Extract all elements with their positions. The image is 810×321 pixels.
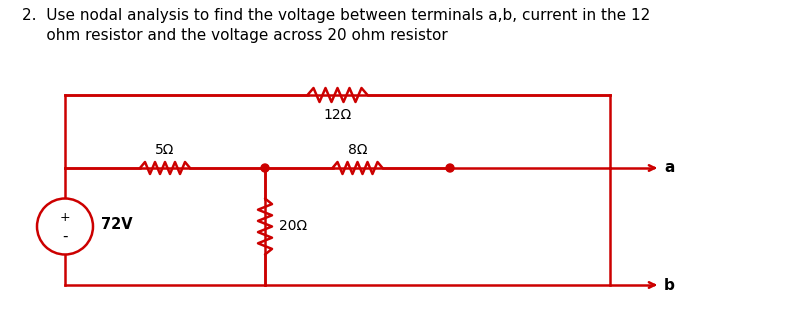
Circle shape [37,198,93,255]
Text: 5Ω: 5Ω [156,143,175,157]
Circle shape [446,164,454,172]
Text: 20Ω: 20Ω [279,220,307,233]
Circle shape [261,164,269,172]
Text: 12Ω: 12Ω [323,108,352,122]
Text: +: + [60,211,70,224]
Text: 2.  Use nodal analysis to find the voltage between terminals a,b, current in the: 2. Use nodal analysis to find the voltag… [22,8,650,23]
Text: -: - [62,229,68,244]
Text: ohm resistor and the voltage across 20 ohm resistor: ohm resistor and the voltage across 20 o… [22,28,448,43]
Text: b: b [664,277,675,292]
Text: 8Ω: 8Ω [347,143,367,157]
Text: 72V: 72V [101,217,133,232]
Text: a: a [664,160,675,176]
